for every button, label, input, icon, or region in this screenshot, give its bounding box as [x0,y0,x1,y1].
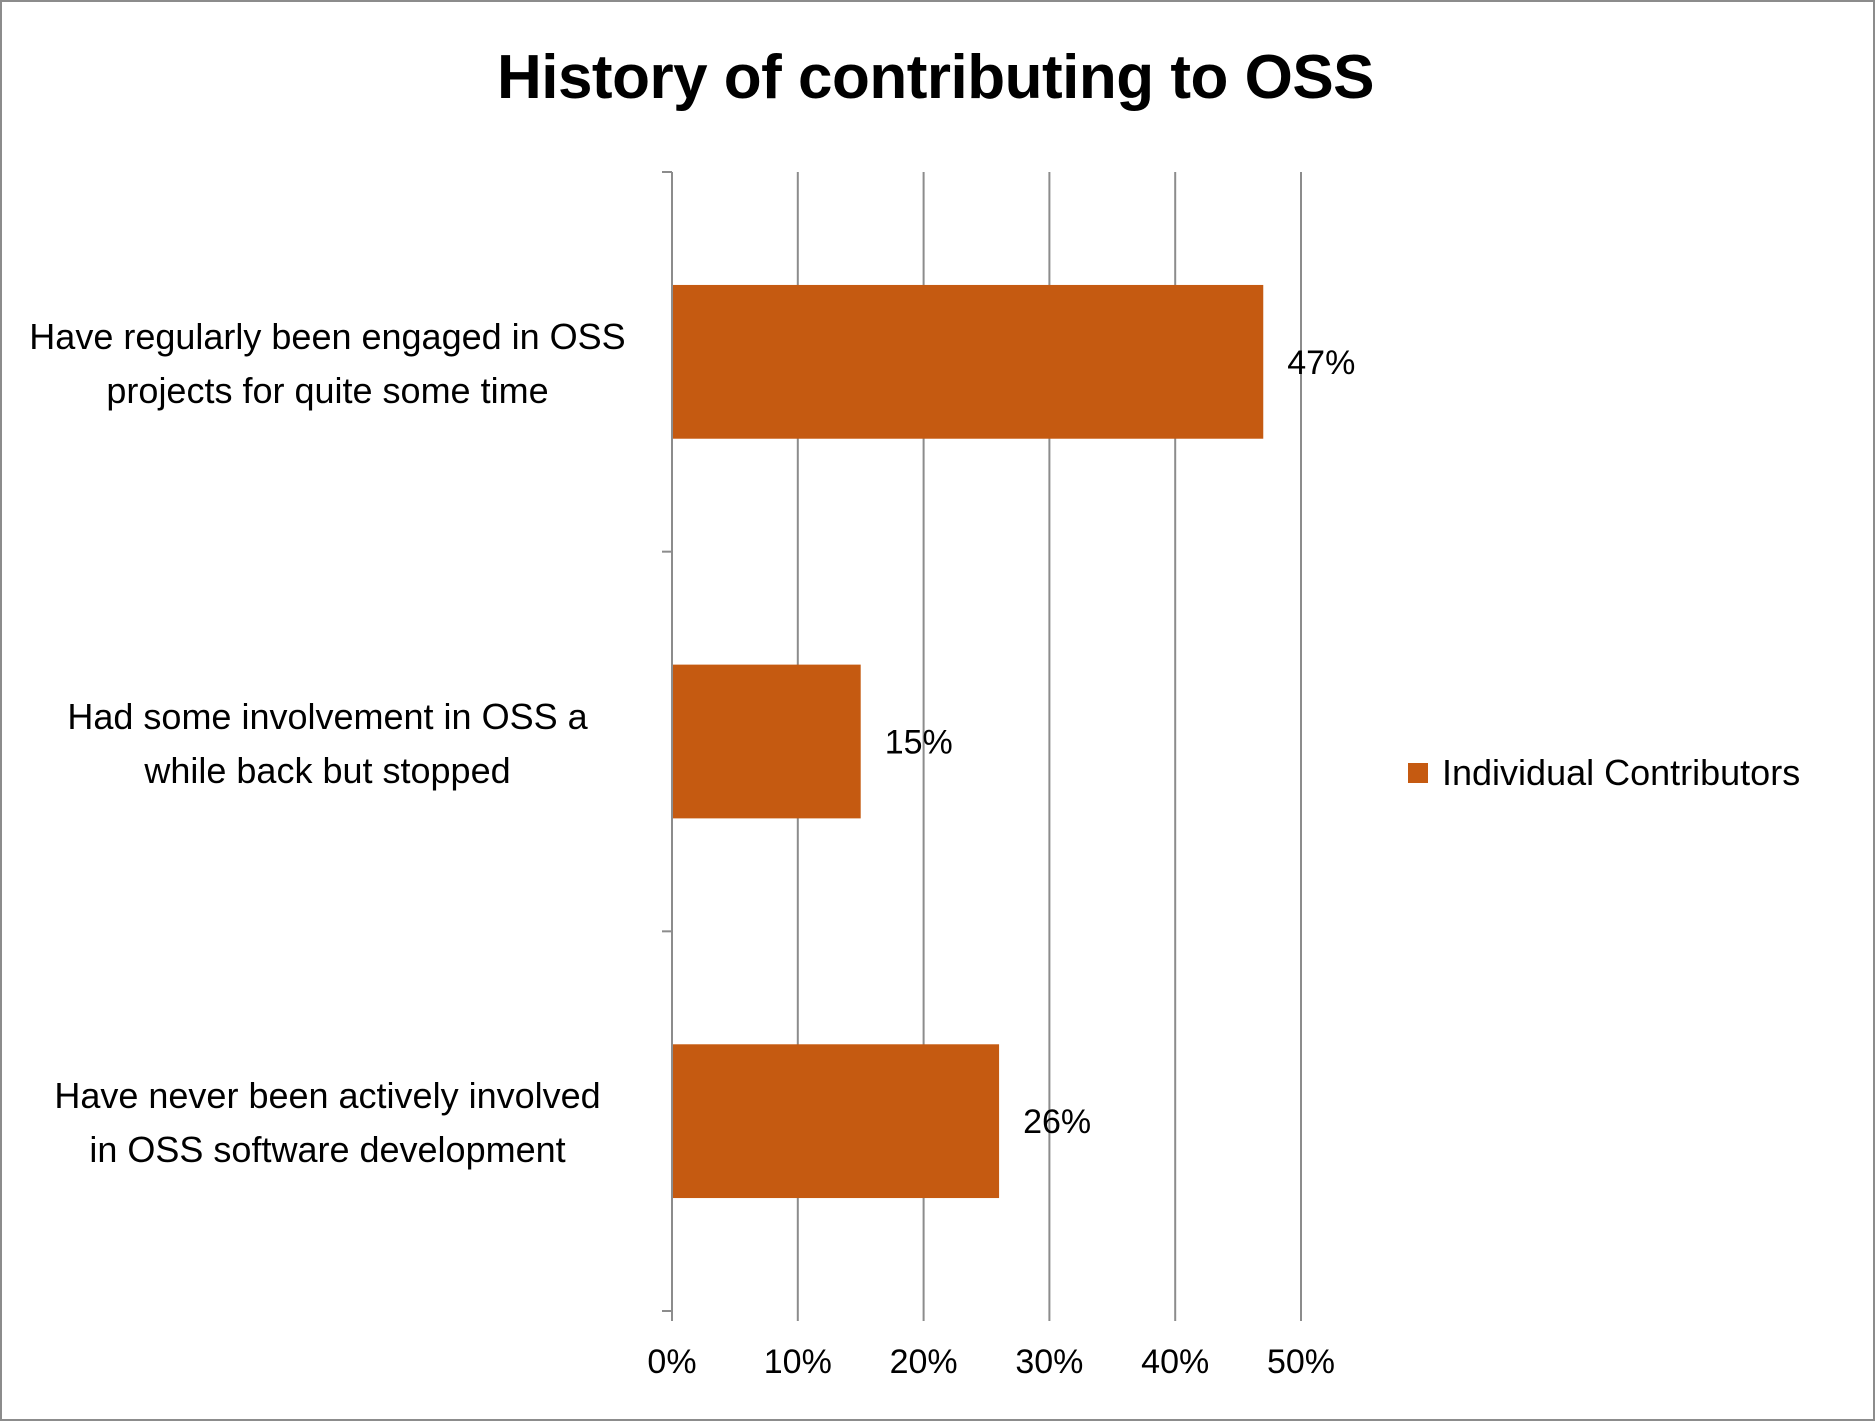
x-tick-label: 10% [764,1343,832,1381]
data-label: 26% [1023,1103,1091,1141]
x-tick-label: 50% [1267,1343,1335,1381]
x-tick-label: 20% [890,1343,958,1381]
data-label: 15% [885,724,953,762]
x-tick-label: 0% [647,1343,696,1381]
bar [673,284,1264,439]
category-label: Had some involvement in OSS a while back… [20,690,635,798]
legend-label: Individual Contributors [1442,752,1801,793]
bar [673,1044,1000,1199]
bar [673,664,861,819]
chart-title: History of contributing to OSS [496,43,1375,112]
x-tick-label: 40% [1141,1343,1209,1381]
category-label-line: projects for quite some time [106,370,549,411]
category-label: Have never been actively involved in OSS… [20,1069,635,1177]
category-label-line: Had some involvement in OSS a [67,696,588,737]
category-label: Have regularly been engaged in OSS proje… [20,310,635,418]
legend-swatch-icon [1408,763,1428,783]
category-label-line: Have regularly been engaged in OSS [29,316,626,357]
category-label-line: Have never been actively involved [54,1075,601,1116]
category-label-line: while back but stopped [144,750,511,791]
legend: Individual Contributors [1408,752,1800,794]
category-label-line: in OSS software development [89,1129,566,1170]
data-label: 47% [1287,344,1355,382]
x-tick-label: 30% [1015,1343,1083,1381]
